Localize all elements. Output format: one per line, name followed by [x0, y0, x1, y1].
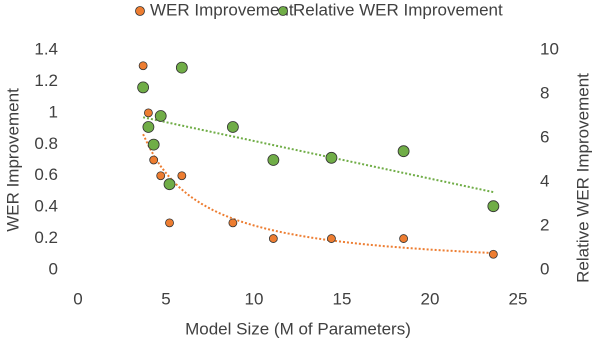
data-point: [397, 145, 410, 158]
y2-tick-label: 8: [540, 83, 549, 102]
data-point: [487, 200, 500, 213]
y2-tick-label: 4: [540, 171, 549, 190]
data-point: [399, 234, 409, 243]
y2-tick-label: 6: [540, 127, 549, 146]
data-point: [325, 151, 338, 164]
y-tick-label: 0.8: [34, 134, 58, 153]
x-tick-label: 15: [333, 289, 352, 308]
data-point: [488, 249, 498, 259]
data-point: [165, 218, 174, 228]
y-tick-label: 1: [49, 102, 58, 121]
legend-marker: [135, 6, 145, 16]
x-tick-label: 10: [245, 289, 264, 308]
data-point: [268, 234, 278, 243]
y2-tick-label: 2: [540, 215, 549, 234]
data-point: [228, 218, 238, 228]
y-tick-label: 0.4: [34, 197, 58, 216]
data-point: [154, 110, 167, 122]
y-tick-label: 1.4: [34, 39, 58, 58]
y-tick-label: 0.6: [34, 165, 58, 184]
data-point: [149, 155, 159, 165]
y2-axis-title: Relative WER Improvement: [573, 73, 592, 283]
data-point: [147, 138, 160, 151]
y-tick-label: 0.2: [34, 228, 58, 247]
data-point: [226, 121, 239, 133]
legend-label: Relative WER Improvement: [293, 0, 503, 19]
y-axis-title: WER Improvement: [3, 88, 22, 232]
x-tick-label: 20: [421, 289, 440, 308]
data-point: [267, 154, 280, 166]
data-point: [137, 81, 150, 94]
data-point: [138, 61, 148, 71]
data-point: [156, 171, 166, 181]
x-axis-title: Model Size (M of Parameters): [185, 319, 411, 338]
data-point: [175, 61, 188, 74]
legend-marker: [278, 6, 288, 16]
x-tick-label: 5: [161, 289, 170, 308]
x-tick-label: 0: [73, 289, 82, 308]
data-point: [143, 108, 153, 118]
trendline: [142, 133, 494, 254]
data-point: [327, 234, 336, 243]
trendline: [142, 116, 494, 194]
data-point: [177, 171, 187, 181]
y-tick-label: 1.2: [34, 71, 58, 90]
legend-label: WER Improvement: [150, 0, 294, 19]
data-point: [163, 178, 176, 191]
y-tick-label: 0: [49, 259, 58, 278]
data-point: [142, 121, 155, 133]
x-tick-label: 25: [509, 289, 528, 308]
y2-tick-label: 0: [540, 259, 549, 278]
y2-tick-label: 10: [540, 39, 559, 58]
